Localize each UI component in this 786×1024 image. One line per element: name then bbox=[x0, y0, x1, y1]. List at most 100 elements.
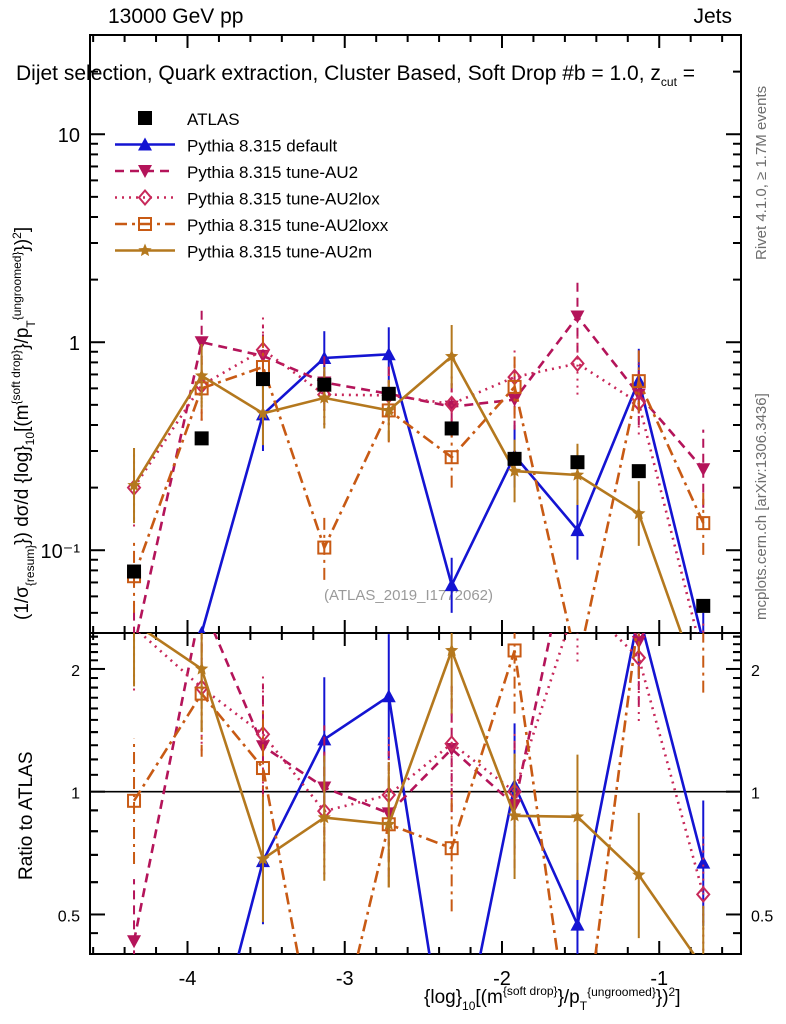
data-marker bbox=[696, 598, 711, 613]
data-marker bbox=[382, 403, 396, 417]
legend-item-2[interactable]: Pythia 8.315 tune-AU2 bbox=[115, 163, 358, 182]
data-marker bbox=[507, 643, 522, 658]
axis-labels: (1/σ{resum}}) dσ/d {log}10[(m{soft drop}… bbox=[9, 227, 681, 1013]
y-tick-label-main: 10⁻¹ bbox=[41, 541, 81, 563]
y-tick-labels-ratio: 2 2 1 1 0.5 0.5 bbox=[58, 663, 774, 926]
data-marker bbox=[507, 379, 522, 394]
data-marker bbox=[570, 809, 585, 823]
x-axis-label: {log}10[(m{soft drop}}/pT{ungroomed}})2] bbox=[424, 984, 681, 1013]
legend-item-1[interactable]: Pythia 8.315 default bbox=[115, 137, 338, 156]
data-marker bbox=[317, 390, 331, 404]
mcplots-source-note: mcplots.cern.ch [arXiv:1306.3436] bbox=[753, 393, 770, 620]
data-marker bbox=[255, 372, 270, 387]
data-marker bbox=[696, 516, 711, 531]
rivet-version-note: Rivet 4.1.0, ≥ 1.7M events bbox=[753, 86, 770, 260]
data-marker bbox=[382, 817, 396, 830]
legend-label: Pythia 8.315 tune-AU2loxx bbox=[187, 216, 389, 235]
legend-item-0[interactable]: ATLAS bbox=[138, 110, 240, 129]
legend-label: ATLAS bbox=[187, 110, 240, 129]
side-annotations: Rivet 4.1.0, ≥ 1.7M events mcplots.cern.c… bbox=[753, 86, 770, 620]
data-marker bbox=[255, 761, 270, 776]
legend-marker-star bbox=[138, 243, 152, 257]
data-marker bbox=[127, 478, 141, 492]
data-marker bbox=[444, 450, 459, 465]
y-tick-label-main: 1 bbox=[69, 333, 80, 355]
ratio-panel-frame bbox=[89, 632, 742, 955]
data-marker bbox=[696, 855, 711, 869]
data-marker bbox=[570, 310, 585, 324]
legend-marker-square-filled bbox=[138, 111, 152, 125]
panel-frames bbox=[89, 34, 742, 955]
legend-item-3[interactable]: Pythia 8.315 tune-AU2lox bbox=[115, 188, 380, 209]
legend: ATLAS Pythia 8.315 default Pythia 8.315 tu… bbox=[115, 110, 389, 262]
data-marker bbox=[507, 451, 522, 466]
header: 13000 GeV pp Jets bbox=[108, 5, 732, 28]
watermark: (ATLAS_2019_I1772062) bbox=[324, 587, 493, 604]
y-tick-labels-main: 10 1 10⁻¹ bbox=[41, 125, 81, 563]
legend-label: Pythia 8.315 tune-AU2 bbox=[187, 163, 358, 182]
data-marker bbox=[444, 578, 459, 592]
y-tick-label-ratio-right: 0.5 bbox=[751, 908, 773, 925]
data-marker bbox=[127, 935, 142, 949]
x-ticks-ratio bbox=[92, 633, 724, 954]
data-marker bbox=[570, 354, 585, 373]
data-marker bbox=[570, 523, 585, 537]
y-tick-label-ratio: 1 bbox=[71, 786, 80, 803]
y-tick-label-ratio-right: 1 bbox=[751, 786, 760, 803]
data-marker bbox=[197, 626, 206, 633]
series-atlas bbox=[127, 372, 711, 613]
data-marker bbox=[695, 885, 711, 903]
legend-item-4[interactable]: Pythia 8.315 tune-AU2loxx bbox=[115, 216, 389, 235]
ratio-data-layer bbox=[127, 633, 711, 954]
data-marker bbox=[256, 851, 270, 865]
header-left: 13000 GeV pp bbox=[108, 5, 243, 28]
data-marker bbox=[194, 431, 209, 446]
y-ticks-ratio bbox=[90, 635, 741, 955]
data-marker bbox=[696, 463, 711, 477]
x-tick-label: -3 bbox=[336, 968, 354, 990]
header-right: Jets bbox=[693, 5, 732, 28]
data-marker bbox=[255, 341, 271, 359]
legend-marker-triangle-up bbox=[138, 137, 152, 151]
x-ticks-main bbox=[92, 35, 724, 633]
data-marker bbox=[381, 386, 396, 401]
legend-marker-diamond bbox=[137, 188, 153, 207]
data-marker bbox=[444, 421, 459, 436]
data-marker bbox=[445, 643, 459, 657]
legend-label: Pythia 8.315 tune-AU2m bbox=[187, 243, 372, 262]
data-marker bbox=[317, 377, 332, 392]
data-marker bbox=[632, 506, 646, 520]
y-tick-label-ratio-right: 2 bbox=[751, 663, 760, 680]
data-marker bbox=[444, 735, 459, 753]
data-marker bbox=[444, 841, 459, 856]
data-marker bbox=[507, 808, 522, 822]
data-marker bbox=[445, 349, 459, 363]
y-ticks-main bbox=[90, 34, 741, 634]
data-marker bbox=[632, 867, 646, 881]
data-marker bbox=[127, 564, 142, 579]
legend-marker-triangle-down bbox=[138, 165, 152, 178]
y-tick-label-main: 10 bbox=[58, 125, 80, 147]
x-tick-label: -1 bbox=[650, 968, 668, 990]
series-pythia-8-315-tune-au2m bbox=[127, 325, 683, 633]
data-marker bbox=[570, 455, 585, 470]
data-marker bbox=[631, 464, 646, 479]
legend-label: Pythia 8.315 tune-AU2lox bbox=[187, 190, 380, 209]
x-tick-labels: -4 -3 -2 -1 bbox=[179, 968, 669, 990]
y-axis-label-ratio: Ratio to ATLAS bbox=[16, 752, 37, 881]
y-tick-label-ratio: 0.5 bbox=[58, 908, 80, 925]
data-marker bbox=[127, 793, 142, 808]
data-marker bbox=[317, 810, 331, 824]
series-pythia-8-315-tune-au2loxx bbox=[127, 336, 711, 633]
data-marker bbox=[570, 467, 585, 481]
y-axis-label-main: (1/σ{resum}}) dσ/d {log}10[(m{soft drop}… bbox=[9, 227, 38, 620]
data-marker bbox=[631, 374, 646, 389]
data-marker bbox=[194, 336, 209, 350]
ratio-series-pythia-8-315-tune-au2m bbox=[133, 633, 705, 954]
legend-label: Pythia 8.315 default bbox=[187, 137, 338, 156]
data-marker bbox=[381, 689, 396, 703]
x-tick-label: -4 bbox=[179, 968, 197, 990]
legend-item-5[interactable]: Pythia 8.315 tune-AU2m bbox=[115, 243, 372, 262]
data-marker bbox=[194, 661, 209, 675]
